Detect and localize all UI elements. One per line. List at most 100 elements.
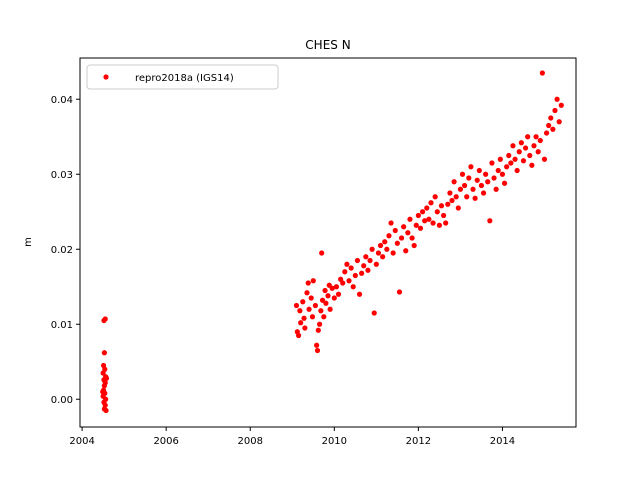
data-point [102, 316, 108, 322]
data-point [478, 182, 485, 189]
data-point [304, 290, 310, 296]
data-point [322, 287, 328, 294]
x-tick-label: 2008 [238, 436, 263, 447]
data-point [426, 216, 432, 222]
data-point [533, 134, 539, 140]
legend: repro2018a (IGS14) [86, 64, 279, 90]
data-point [316, 321, 323, 327]
legend-marker [103, 74, 109, 80]
data-point [310, 278, 316, 284]
data-point [413, 222, 419, 228]
data-point [493, 186, 499, 192]
data-point [380, 254, 386, 260]
data-point [409, 235, 415, 241]
data-point [543, 130, 550, 136]
data-point [333, 284, 340, 290]
data-point [308, 295, 314, 301]
x-axis-ticks: 2004 2006 2008 2010 2012 2014 [69, 427, 515, 447]
data-point [470, 186, 476, 192]
data-point [100, 389, 106, 395]
y-axis-ticks: 0.00 0.01 0.02 0.03 0.04 [51, 95, 80, 406]
data-point [495, 167, 501, 174]
data-point [302, 325, 308, 331]
data-point [457, 186, 464, 192]
data-point [327, 306, 333, 312]
data-point [550, 126, 556, 132]
data-point [430, 220, 436, 226]
data-point [472, 195, 478, 201]
data-point [103, 407, 109, 414]
data-point [449, 197, 455, 204]
data-point [335, 291, 342, 297]
data-point [396, 289, 403, 295]
data-point [504, 164, 510, 170]
data-point [411, 242, 417, 249]
x-tick-label: 2010 [322, 436, 347, 447]
data-point [506, 152, 512, 159]
data-point [436, 222, 442, 228]
data-point [315, 327, 321, 333]
data-point [403, 248, 409, 254]
data-point [415, 212, 421, 219]
data-point [432, 194, 438, 200]
data-point [483, 171, 489, 177]
data-point [525, 134, 531, 140]
x-tick-label: 2004 [69, 436, 94, 447]
data-point [363, 254, 369, 260]
data-point [348, 265, 354, 271]
legend-box [86, 64, 279, 90]
data-point [100, 370, 106, 376]
data-point [508, 160, 514, 166]
data-point [103, 375, 110, 381]
data-point [459, 171, 466, 177]
data-point [520, 158, 527, 164]
data-point [314, 347, 321, 354]
data-point [422, 218, 428, 224]
data-point [346, 278, 352, 284]
data-point [398, 235, 405, 241]
data-point [305, 280, 311, 286]
data-point [497, 156, 503, 162]
data-point [438, 203, 445, 209]
data-point [462, 182, 468, 189]
data-point [352, 272, 358, 279]
data-point [382, 239, 388, 245]
axes-frame [79, 57, 577, 428]
data-point [394, 240, 400, 246]
data-point [298, 320, 304, 326]
data-point [514, 167, 520, 174]
data-point [546, 122, 552, 129]
data-point [369, 246, 375, 252]
data-point [318, 308, 324, 314]
data-point [405, 230, 411, 236]
data-point [501, 180, 508, 186]
data-point [325, 293, 331, 299]
data-point [537, 137, 543, 144]
data-point [309, 314, 316, 320]
data-point [489, 160, 495, 166]
data-point [518, 140, 524, 146]
data-point [529, 162, 535, 168]
data-point [445, 201, 451, 207]
data-point [428, 200, 434, 206]
y-tick-label: 0.01 [51, 320, 73, 331]
data-point [365, 267, 371, 273]
data-point [558, 102, 564, 108]
data-point [417, 225, 424, 231]
y-tick-label: 0.04 [51, 95, 73, 106]
data-point [401, 224, 407, 230]
data-point [407, 216, 413, 222]
data-point [306, 306, 312, 312]
data-point [375, 250, 382, 256]
data-point [388, 220, 394, 226]
data-point [359, 270, 365, 276]
chart-title: CHES N [305, 38, 350, 52]
data-point [468, 164, 474, 170]
data-point [510, 143, 516, 149]
data-point [453, 194, 459, 200]
data-point [474, 177, 480, 183]
plot-area [100, 70, 564, 414]
data-point [434, 209, 440, 215]
x-tick-label: 2014 [490, 436, 515, 447]
data-point [487, 218, 493, 224]
